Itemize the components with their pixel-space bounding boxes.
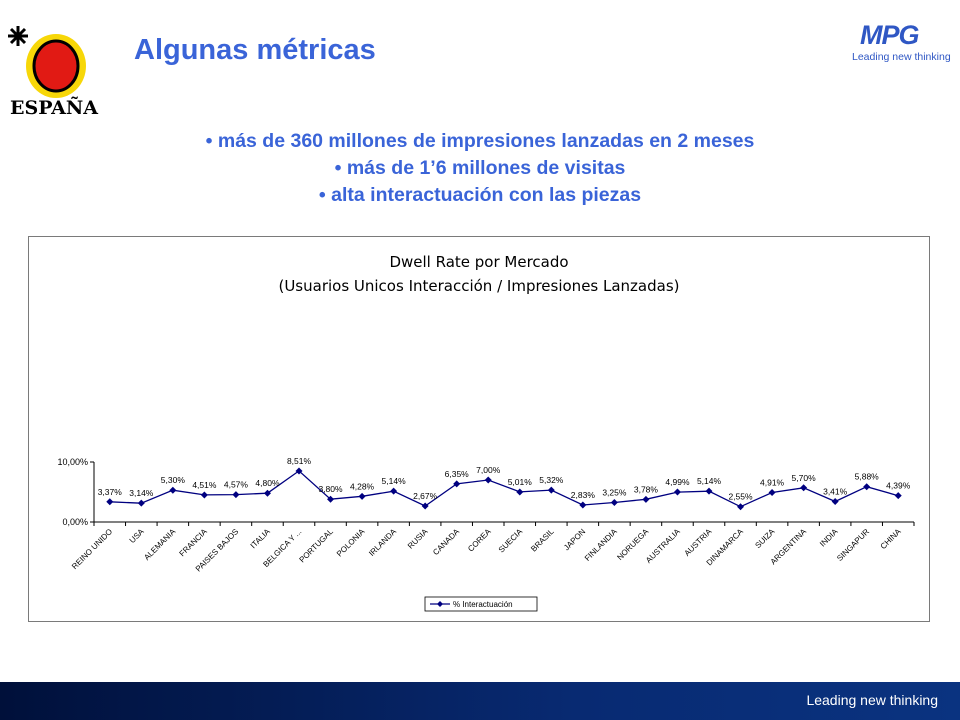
bullet-interaction: • alta interactuación con las piezas: [318, 184, 642, 206]
data-point: [484, 476, 492, 484]
data-label: 2,67%: [413, 491, 438, 501]
category-label: FRANCIA: [178, 527, 210, 559]
category-label: POLONIA: [335, 527, 367, 559]
legend-marker: [437, 601, 443, 607]
data-point: [169, 486, 177, 494]
data-point: [831, 498, 839, 506]
mpg-logo: MPG Leading new thinking: [850, 20, 951, 66]
sun-inner-ring: [32, 39, 80, 93]
data-label: 5,88%: [855, 472, 880, 482]
chart-subtitle: (Usuarios Unicos Interacción / Impresion…: [278, 277, 679, 295]
data-point: [863, 483, 871, 491]
data-point: [106, 498, 114, 506]
y-tick-label: 0,00%: [62, 517, 88, 527]
star-icon: [8, 26, 28, 46]
category-label: SINGAPUR: [835, 527, 871, 563]
data-point: [737, 503, 745, 511]
data-label: 5,01%: [508, 477, 533, 487]
data-point: [642, 495, 650, 503]
bullet-impressions: • más de 360 millones de impresiones lan…: [205, 130, 755, 152]
data-label: 4,80%: [255, 478, 280, 488]
footer-tagline: Leading new thinking: [806, 692, 938, 708]
category-label: CANADA: [431, 527, 461, 557]
data-label: 5,32%: [539, 475, 564, 485]
data-point: [547, 486, 555, 494]
data-label: 3,37%: [98, 487, 123, 497]
data-label: 3,14%: [129, 488, 154, 498]
data-label: 5,14%: [697, 476, 722, 486]
data-point: [263, 489, 271, 497]
category-label: USA: [128, 527, 146, 545]
category-label: INDIA: [818, 527, 840, 549]
category-label: RUSIA: [406, 527, 430, 551]
legend-box: [424, 596, 538, 612]
category-label: SUIZA: [753, 527, 776, 550]
data-point: [295, 467, 303, 475]
footer-bar: Leading new thinking: [0, 682, 960, 720]
category-label: COREA: [466, 527, 493, 554]
data-point: [705, 487, 713, 495]
y-tick-label: 10,00%: [57, 457, 88, 467]
category-label: REINO UNIDO: [70, 527, 114, 571]
data-label: 4,99%: [665, 477, 690, 487]
data-label: 4,28%: [350, 481, 375, 491]
category-label: IRLANDA: [367, 527, 398, 558]
category-label: ALEMANIA: [142, 527, 177, 562]
chart-title: Dwell Rate por Mercado: [389, 253, 568, 271]
category-label: AUSTRALIA: [644, 527, 682, 565]
chart-container: Dwell Rate por Mercado (Usuarios Unicos I…: [28, 236, 930, 622]
category-label: SUECIA: [497, 527, 525, 555]
data-point: [200, 491, 208, 499]
sun-red-disc: [34, 41, 78, 91]
bullet-visits: • más de 1’6 millones de visitas: [334, 157, 626, 179]
data-point: [421, 502, 429, 510]
legend-label: % Interactuación: [453, 600, 513, 609]
data-point: [768, 489, 776, 497]
data-point: [137, 499, 145, 507]
category-label: FINLANDIA: [583, 527, 619, 563]
data-point: [453, 480, 461, 488]
data-label: 4,39%: [886, 481, 911, 491]
espana-logo-text: ESPAÑA: [10, 96, 98, 119]
dwell-rate-chart: Dwell Rate por Mercado (Usuarios Unicos I…: [57, 253, 915, 612]
category-label: AUSTRIA: [683, 527, 714, 558]
data-point: [610, 499, 618, 506]
mpg-logo-word: MPG: [860, 20, 920, 50]
data-label: 2,83%: [571, 490, 596, 500]
data-label: 5,14%: [382, 476, 407, 486]
category-label: JAPON: [562, 527, 587, 552]
data-label: 4,51%: [192, 480, 217, 490]
data-point: [673, 488, 681, 496]
data-label: 3,41%: [823, 487, 848, 497]
data-label: 5,70%: [792, 473, 817, 483]
page-title: Algunas métricas: [134, 34, 376, 66]
data-point: [390, 487, 398, 495]
data-point: [327, 495, 335, 503]
data-point: [894, 492, 902, 500]
category-label: CHINA: [879, 527, 903, 551]
mpg-logo-tagline: Leading new thinking: [852, 51, 951, 63]
category-label: BRASIL: [529, 527, 556, 554]
data-label: 2,55%: [728, 492, 753, 502]
espana-logo: ESPAÑA: [8, 26, 98, 119]
data-point: [516, 488, 524, 496]
metrics-bullets: • más de 360 millones de impresiones lan…: [0, 128, 960, 209]
data-label: 3,80%: [318, 484, 343, 494]
data-label: 4,57%: [224, 480, 249, 490]
data-label: 3,78%: [634, 484, 659, 494]
data-label: 4,91%: [760, 478, 785, 488]
category-label: PORTUGAL: [298, 527, 336, 565]
data-label: 3,25%: [602, 488, 627, 498]
data-point: [579, 501, 587, 509]
data-point: [358, 492, 366, 500]
data-label: 8,51%: [287, 456, 312, 466]
data-label: 5,30%: [161, 475, 186, 485]
category-label: ITALIA: [249, 527, 273, 551]
series-line: [109, 470, 899, 508]
data-label: 6,35%: [445, 469, 470, 479]
data-point: [232, 491, 240, 499]
data-label: 7,00%: [476, 465, 501, 475]
data-point: [800, 484, 808, 492]
